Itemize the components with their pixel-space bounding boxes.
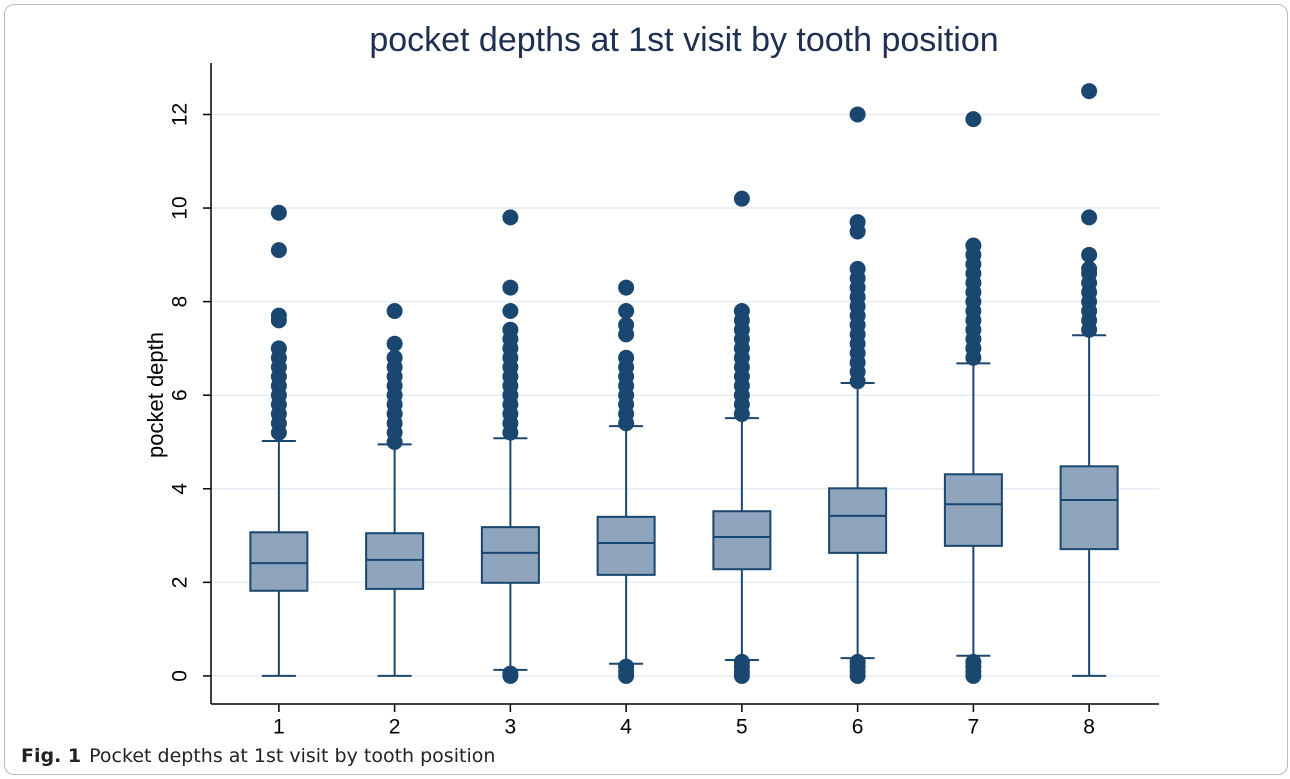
outlier bbox=[270, 204, 287, 221]
y-tick-label: 12 bbox=[169, 103, 192, 126]
outlier bbox=[733, 653, 750, 670]
y-tick-label: 0 bbox=[169, 670, 192, 682]
outlier bbox=[965, 111, 982, 128]
outlier bbox=[270, 307, 287, 324]
outlier bbox=[502, 279, 519, 296]
x-tick-label: 2 bbox=[389, 716, 401, 739]
outlier bbox=[733, 190, 750, 207]
caption: Fig. 1 Pocket depths at 1st visit by toot… bbox=[21, 745, 495, 767]
x-tick-label: 4 bbox=[620, 716, 632, 739]
x-tick-label: 8 bbox=[1083, 716, 1095, 739]
y-tick-label: 8 bbox=[169, 296, 192, 308]
outlier bbox=[849, 260, 866, 277]
outlier bbox=[618, 349, 635, 366]
outlier bbox=[618, 658, 635, 675]
outlier bbox=[386, 335, 403, 352]
y-tick-label: 2 bbox=[169, 577, 192, 589]
x-tick-label: 5 bbox=[736, 716, 748, 739]
box bbox=[249, 531, 309, 592]
outlier bbox=[270, 340, 287, 357]
outlier bbox=[502, 209, 519, 226]
outlier bbox=[1081, 260, 1098, 277]
caption-label: Fig. 1 bbox=[21, 745, 82, 767]
box bbox=[1059, 465, 1119, 551]
box bbox=[596, 515, 656, 576]
y-tick-label: 6 bbox=[169, 389, 192, 401]
outlier bbox=[270, 242, 287, 259]
outlier bbox=[965, 237, 982, 254]
outlier bbox=[849, 653, 866, 670]
outlier bbox=[849, 106, 866, 123]
box bbox=[480, 526, 540, 584]
outlier bbox=[849, 214, 866, 231]
outlier bbox=[386, 302, 403, 319]
chart: pocket depths at 1st visit by tooth posi… bbox=[143, 21, 1159, 739]
figure: pocket depths at 1st visit by tooth posi… bbox=[4, 4, 1288, 775]
box bbox=[828, 487, 888, 554]
outlier bbox=[502, 665, 519, 682]
outlier bbox=[618, 302, 635, 319]
y-tick-label: 10 bbox=[169, 196, 192, 219]
outlier bbox=[1081, 83, 1098, 100]
box bbox=[365, 532, 425, 590]
outlier bbox=[1081, 246, 1098, 263]
outlier bbox=[1081, 209, 1098, 226]
outlier bbox=[386, 349, 403, 366]
outlier bbox=[502, 321, 519, 338]
box bbox=[712, 510, 772, 571]
box bbox=[943, 473, 1003, 547]
caption-text: Pocket depths at 1st visit by tooth posi… bbox=[89, 745, 496, 767]
chart-title: pocket depths at 1st visit by tooth posi… bbox=[369, 21, 998, 59]
outlier bbox=[502, 302, 519, 319]
x-tick-label: 1 bbox=[273, 716, 285, 739]
y-axis-label: pocket depth bbox=[143, 332, 168, 458]
outlier bbox=[618, 279, 635, 296]
outlier bbox=[618, 317, 635, 334]
x-tick-label: 3 bbox=[505, 716, 517, 739]
x-tick-label: 6 bbox=[852, 716, 864, 739]
outlier bbox=[733, 302, 750, 319]
x-tick-label: 7 bbox=[968, 716, 980, 739]
y-tick-label: 4 bbox=[169, 483, 192, 495]
outlier bbox=[965, 653, 982, 670]
